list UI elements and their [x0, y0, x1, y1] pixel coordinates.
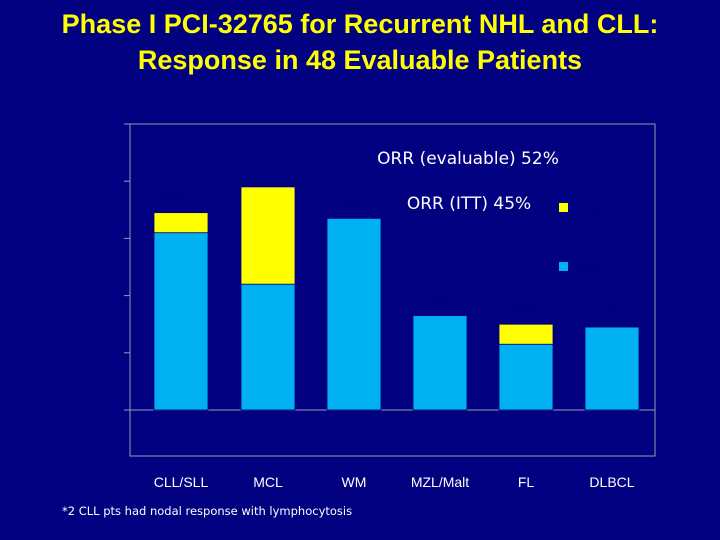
bar-pr-1	[240, 283, 296, 411]
category-label-2: WM	[342, 474, 367, 490]
fraction-label-4: 4/13	[513, 299, 538, 314]
legend-label-pr: PR	[576, 261, 602, 282]
footnote: *2 CLL pts had nodal response with lymph…	[62, 504, 353, 518]
category-label-3: MZL/Malt	[411, 474, 469, 490]
bar-cr-1	[240, 186, 296, 285]
title-line-1: Phase I PCI-32765 for Recurrent NHL and …	[61, 9, 659, 39]
bar-pr-2	[326, 217, 382, 411]
fraction-label-0: 9/13*	[158, 188, 189, 203]
fraction-label-3: 1/3	[431, 291, 449, 306]
bar-cr-4	[498, 323, 554, 345]
category-label-1: MCL	[253, 474, 283, 490]
bar-pr-0	[153, 232, 209, 411]
legend-label-cr: CR	[576, 203, 603, 224]
annotation-orr-evaluable: ORR (evaluable) 52%	[377, 149, 559, 169]
fraction-label-2: 2/3	[345, 193, 363, 208]
plot-frame	[129, 123, 656, 457]
title-line-2: Response in 48 Evaluable Patients	[137, 45, 583, 75]
legend-swatch-pr	[559, 262, 568, 271]
category-label-4: FL	[518, 474, 535, 490]
annotation-orr-itt: ORR (ITT) 45%	[407, 194, 531, 214]
bar-pr-3	[412, 315, 468, 411]
category-label-0: CLL/SLL	[154, 474, 209, 490]
bar-pr-4	[498, 343, 554, 411]
slide-title: Phase I PCI-32765 for Recurrent NHL and …	[0, 6, 720, 78]
fraction-label-1: 7/9	[259, 162, 277, 177]
legend-swatch-cr	[559, 203, 568, 212]
category-label-5: DLBCL	[589, 474, 634, 490]
bar-cr-0	[153, 212, 209, 234]
bar-pr-5	[584, 326, 640, 411]
fraction-label-5: 2/7	[603, 302, 621, 317]
